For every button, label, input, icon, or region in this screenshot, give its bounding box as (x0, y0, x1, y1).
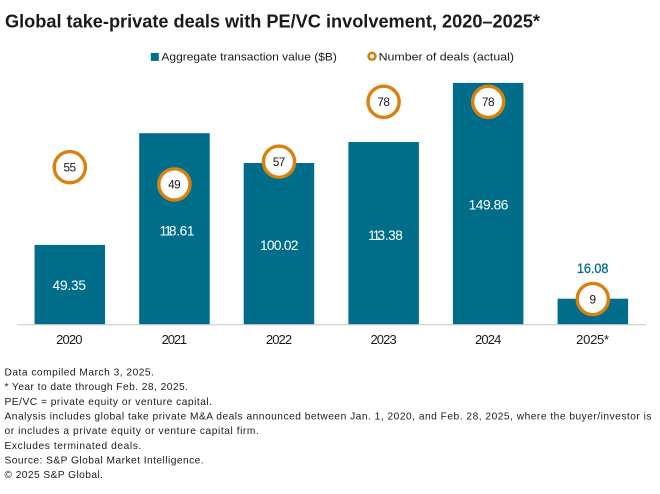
svg-text:49: 49 (168, 178, 181, 192)
svg-text:57: 57 (273, 155, 286, 169)
svg-text:* Year to date through Feb. 28: * Year to date through Feb. 28, 2025. (5, 382, 188, 393)
svg-text:Aggregate transaction value ($: Aggregate transaction value ($B) (161, 52, 337, 64)
svg-text:113.38: 113.38 (368, 228, 403, 243)
svg-text:49.35: 49.35 (53, 278, 87, 293)
svg-text:78: 78 (377, 95, 390, 109)
svg-text:2023: 2023 (370, 332, 396, 347)
svg-text:100.02: 100.02 (260, 238, 299, 253)
svg-text:2025*: 2025* (576, 332, 609, 347)
svg-text:Excludes terminated deals.: Excludes terminated deals. (5, 441, 142, 452)
svg-text:PE/VC = private equity or vent: PE/VC = private equity or venture capita… (5, 397, 213, 408)
svg-text:2020: 2020 (56, 332, 82, 347)
svg-text:© 2025 S&P Global.: © 2025 S&P Global. (5, 470, 104, 481)
svg-text:55: 55 (64, 161, 77, 175)
svg-text:Number of deals (actual): Number of deals (actual) (379, 52, 514, 64)
svg-text:9: 9 (590, 292, 597, 306)
svg-text:2021: 2021 (162, 332, 188, 347)
svg-text:Source: S&P Global Market Inte: Source: S&P Global Market Intelligence. (5, 455, 204, 466)
svg-text:149.86: 149.86 (469, 198, 509, 213)
svg-text:Analysis includes global take: Analysis includes global take private M&… (5, 411, 652, 422)
svg-text:Global take-private deals with: Global take-private deals with PE/VC inv… (5, 11, 541, 31)
svg-text:2022: 2022 (266, 332, 292, 347)
svg-text:2024: 2024 (475, 332, 501, 347)
svg-text:78: 78 (482, 95, 495, 109)
svg-text:Data compiled March 3, 2025.: Data compiled March 3, 2025. (5, 368, 154, 379)
svg-text:16.08: 16.08 (577, 261, 609, 276)
svg-text:or includes a private equity o: or includes a private equity or venture … (5, 426, 259, 437)
svg-text:118.61: 118.61 (160, 223, 195, 238)
